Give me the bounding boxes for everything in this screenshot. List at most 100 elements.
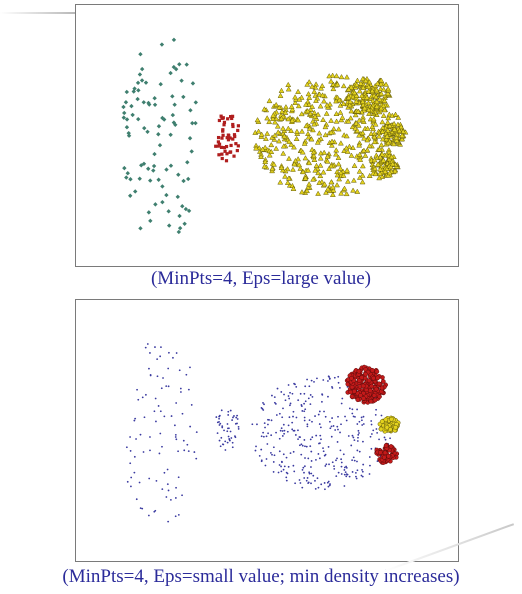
data-point <box>333 147 340 153</box>
data-point <box>260 448 263 451</box>
data-point <box>329 191 336 197</box>
data-point <box>262 158 269 165</box>
data-point <box>227 435 230 438</box>
data-point <box>331 387 334 389</box>
data-point <box>124 89 129 95</box>
data-point <box>315 111 321 117</box>
data-point <box>159 42 165 47</box>
data-point <box>306 159 313 166</box>
data-point <box>307 397 310 400</box>
data-point <box>355 477 358 480</box>
data-point <box>181 494 183 497</box>
data-point <box>230 114 235 118</box>
data-point <box>302 466 305 469</box>
data-point <box>343 485 346 487</box>
data-point <box>335 154 342 160</box>
data-point <box>313 97 319 103</box>
data-point <box>366 172 373 178</box>
data-point <box>313 162 320 168</box>
data-point <box>131 89 136 94</box>
data-point <box>322 447 324 450</box>
data-point <box>155 420 157 423</box>
data-point <box>310 176 317 182</box>
data-point <box>288 397 291 400</box>
data-point <box>193 451 196 453</box>
data-point <box>314 487 317 490</box>
data-point <box>184 62 189 67</box>
data-point <box>319 82 326 89</box>
data-point <box>357 429 360 432</box>
data-point <box>393 134 400 140</box>
data-point <box>360 383 366 389</box>
data-point <box>396 127 403 134</box>
data-point <box>193 100 199 105</box>
data-point <box>321 149 328 155</box>
data-point <box>153 410 156 413</box>
data-point <box>311 436 314 439</box>
data-point <box>372 165 378 171</box>
cluster-2 <box>214 114 241 163</box>
caption-eps-small: (MinPts=4, Eps=small value; min density … <box>62 566 460 587</box>
data-point <box>289 106 296 112</box>
data-point <box>338 117 345 123</box>
data-point <box>393 137 400 143</box>
data-point <box>326 165 332 172</box>
data-point <box>129 436 131 438</box>
data-point <box>263 403 265 406</box>
data-point <box>181 178 186 184</box>
data-point <box>166 209 171 214</box>
data-point <box>383 443 389 449</box>
data-point <box>352 456 355 459</box>
data-point <box>324 153 331 159</box>
data-point <box>277 92 284 98</box>
data-point <box>311 396 314 398</box>
data-point <box>159 410 162 413</box>
data-point <box>323 482 326 484</box>
data-point <box>354 188 361 194</box>
data-point <box>274 403 277 405</box>
data-point <box>324 158 331 164</box>
data-point <box>316 477 319 480</box>
data-point <box>369 435 372 438</box>
data-point <box>306 181 313 187</box>
data-point <box>129 103 134 109</box>
data-point <box>336 457 338 460</box>
data-point <box>130 485 132 488</box>
data-point <box>268 141 275 148</box>
data-point <box>265 435 268 438</box>
data-point <box>288 416 291 419</box>
data-point <box>135 80 141 86</box>
data-point <box>272 461 275 463</box>
data-point <box>281 416 284 419</box>
data-point <box>310 472 313 475</box>
data-point <box>297 429 299 432</box>
data-point <box>366 378 372 384</box>
data-point <box>138 226 143 231</box>
data-point <box>129 450 132 452</box>
data-point <box>303 402 305 405</box>
data-point <box>222 120 227 124</box>
data-point <box>356 449 359 452</box>
data-point <box>319 426 322 429</box>
data-point <box>185 373 188 376</box>
data-point <box>306 423 309 426</box>
data-point <box>223 149 227 153</box>
data-point <box>372 397 378 403</box>
data-point <box>162 377 164 379</box>
data-point <box>383 136 390 142</box>
data-point <box>266 152 273 158</box>
data-point <box>349 123 356 130</box>
data-point <box>378 141 385 148</box>
data-point <box>327 380 329 382</box>
data-point <box>263 422 266 425</box>
data-point <box>283 393 285 396</box>
data-point <box>303 471 305 474</box>
data-point <box>386 170 393 176</box>
data-point <box>352 125 359 131</box>
data-point <box>235 416 238 419</box>
data-point <box>281 133 288 139</box>
data-point <box>337 165 344 171</box>
data-point <box>386 111 393 117</box>
data-point <box>175 194 180 200</box>
data-point <box>237 428 240 430</box>
